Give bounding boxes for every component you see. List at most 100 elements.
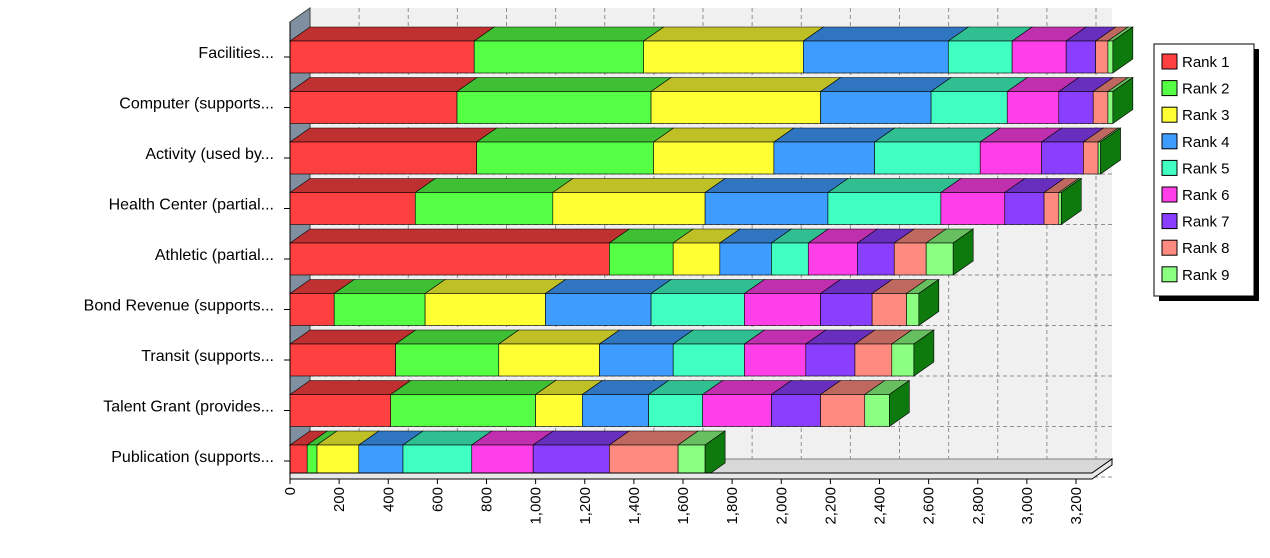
legend-swatch <box>1161 186 1178 203</box>
x-tick-label: 200 <box>331 487 348 512</box>
legend-swatch <box>1161 239 1178 256</box>
legend-item: Rank 6 <box>1161 186 1230 204</box>
bar-segment-top <box>289 228 631 244</box>
bar-segment-front <box>653 141 775 175</box>
bar-segment-front <box>771 242 809 276</box>
bar-segment-top <box>819 77 953 92</box>
bar-row <box>289 26 1134 74</box>
bar-segment-front <box>650 293 745 326</box>
bar-segment <box>863 380 911 427</box>
bar-segment <box>289 329 417 377</box>
bar-segment-front <box>805 343 856 377</box>
bar-segment-front <box>672 343 745 377</box>
bar-segment-front <box>498 343 600 377</box>
x-tick-label: 2,800 <box>970 487 987 525</box>
bar-segment-front <box>893 242 927 276</box>
bar-segment-front <box>473 40 644 74</box>
legend-label: Rank 4 <box>1182 134 1230 151</box>
bar-segment-front <box>820 293 873 326</box>
x-tick-label: 400 <box>380 487 397 512</box>
bar-segment <box>1092 77 1129 124</box>
bar-segment-top <box>475 127 675 143</box>
bar-segment <box>819 77 953 124</box>
bar-segment-front <box>390 394 536 427</box>
bar-segment-top <box>289 26 496 42</box>
bar-segment-front <box>803 40 949 74</box>
bar-segment-front <box>702 394 772 427</box>
legend-item: Rank 8 <box>1161 239 1230 257</box>
bar-segment-front <box>807 242 858 276</box>
bar-segment-front <box>940 192 1006 225</box>
category-label: Activity (used by... <box>145 146 274 163</box>
x-tick-label: 3,000 <box>1019 487 1036 525</box>
bar-segment-front <box>552 192 706 225</box>
bar-segment-top <box>414 178 574 193</box>
bar-segment-front <box>545 293 652 326</box>
bar-segment-front <box>535 394 583 427</box>
bar-segment <box>389 380 557 427</box>
bar-segment <box>770 380 842 427</box>
legend-label: Rank 3 <box>1182 107 1230 124</box>
bar-segment-front <box>1097 141 1101 175</box>
bar-row <box>289 430 727 478</box>
bar-segment-front <box>947 40 1013 74</box>
bar-segment-front <box>1107 91 1114 124</box>
bar-segment-front <box>1107 40 1114 74</box>
bar-segment <box>772 127 896 175</box>
legend-label: Rank 8 <box>1182 240 1230 257</box>
axes-layer <box>284 22 1113 484</box>
bar-segment-front <box>402 444 473 478</box>
bar-segment <box>357 430 424 478</box>
bar-segment-top <box>873 127 1002 143</box>
bar-segment <box>473 26 665 74</box>
legend-swatch <box>1161 213 1178 230</box>
bar-segment-front <box>925 242 954 276</box>
bar-segment-top <box>652 127 795 143</box>
bar-segment-front <box>672 242 721 276</box>
bar-segment-top <box>456 77 673 92</box>
bar-segment <box>532 430 631 478</box>
bar-segment <box>853 329 913 377</box>
bar-segment-front <box>1011 40 1067 74</box>
bar-segment-front <box>744 293 821 326</box>
bar-segment-top <box>289 127 498 143</box>
category-label: Transit (supports... <box>141 348 274 365</box>
bar-segment <box>475 127 675 175</box>
bar-segment-front <box>854 343 893 377</box>
bar-segment <box>807 228 879 276</box>
bar-segment-top <box>394 329 520 345</box>
bar-segment-front <box>289 242 610 276</box>
bar-segment <box>608 430 700 478</box>
bar-segment-front <box>1065 40 1096 74</box>
bar-segment-front <box>1041 141 1084 175</box>
bar-segment <box>289 178 437 225</box>
legend-label: Rank 9 <box>1182 267 1230 284</box>
bar-segment-front <box>456 91 652 124</box>
category-label: Bond Revenue (supports... <box>84 298 274 315</box>
bar-segment-front <box>358 444 404 478</box>
bar-segment <box>677 430 727 478</box>
bar-segment <box>1011 26 1088 74</box>
bar-segment-front <box>1058 91 1094 124</box>
bar-segment-front <box>306 444 318 478</box>
bar-segment-front <box>704 192 829 225</box>
bar-segment-top <box>704 178 849 193</box>
bar-segment <box>289 279 356 326</box>
bar-segment-top <box>826 178 962 193</box>
bar-segment <box>802 26 970 74</box>
bar-segment-front <box>648 394 703 427</box>
bar-segment <box>650 279 766 326</box>
bar-end-face <box>918 278 940 327</box>
legend-label: Rank 7 <box>1182 214 1230 231</box>
bar-segment-front <box>719 242 772 276</box>
bar-segment-front <box>650 91 821 124</box>
x-tick-label: 1,800 <box>724 487 741 525</box>
bar-segment-top <box>544 279 673 294</box>
bar-segment <box>289 26 496 74</box>
x-tick-label: 2,000 <box>773 487 790 525</box>
bar-end-face <box>1100 127 1121 175</box>
legend-label: Rank 2 <box>1182 81 1230 98</box>
bar-segment-front <box>289 293 335 326</box>
bar-segment-front <box>289 40 475 74</box>
